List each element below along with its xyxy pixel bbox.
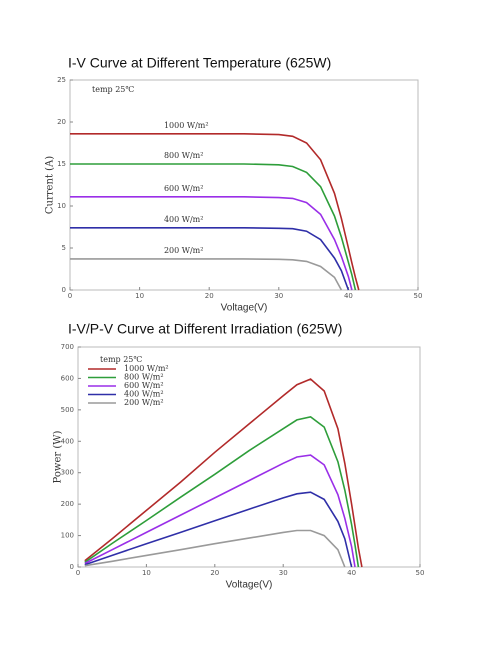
legend-label: 400 W/m² (124, 390, 164, 399)
series-label: 1000 W/m² (164, 121, 209, 130)
annotation: temp 25℃ (92, 85, 134, 94)
y-tick-label: 700 (61, 343, 74, 351)
series-label: 800 W/m² (164, 151, 204, 160)
series-label: 200 W/m² (164, 246, 204, 255)
legend-label: 1000 W/m² (124, 364, 169, 373)
x-tick-label: 0 (76, 569, 80, 577)
x-tick-label: 10 (135, 292, 144, 300)
y-tick-label: 20 (57, 118, 66, 126)
y-tick-label: 5 (62, 244, 66, 252)
curve (70, 133, 360, 291)
annotation: temp 25℃ (100, 355, 142, 364)
y-axis-label: Power (W) (53, 430, 64, 483)
y-tick-label: 0 (62, 286, 66, 294)
curve (84, 529, 346, 568)
curve (84, 378, 363, 568)
chart-title: I-V/P-V Curve at Different Irradiation (… (68, 321, 342, 337)
chart-title: I-V Curve at Different Temperature (625W… (68, 55, 331, 71)
series-label: 600 W/m² (164, 184, 204, 193)
y-tick-label: 0 (70, 563, 74, 571)
x-axis-label: Voltage(V) (221, 303, 268, 314)
y-tick-label: 600 (61, 374, 74, 382)
x-tick-label: 50 (414, 292, 423, 300)
y-axis-label: Current (A) (45, 156, 56, 214)
x-tick-label: 40 (347, 569, 356, 577)
y-tick-label: 400 (61, 437, 74, 445)
y-tick-label: 200 (61, 500, 74, 508)
x-tick-label: 40 (344, 292, 353, 300)
y-tick-label: 100 (61, 532, 74, 540)
legend-label: 800 W/m² (124, 373, 164, 382)
y-tick-label: 15 (57, 160, 66, 168)
series-label: 400 W/m² (164, 215, 204, 224)
x-tick-label: 30 (274, 292, 283, 300)
x-axis-label: Voltage(V) (226, 580, 273, 591)
x-tick-label: 20 (205, 292, 214, 300)
curve (84, 415, 360, 568)
curve (84, 491, 353, 568)
curve (70, 227, 350, 291)
plot-frame (77, 346, 421, 568)
y-tick-label: 10 (57, 202, 66, 210)
y-tick-label: 25 (57, 76, 66, 84)
legend-label: 200 W/m² (124, 398, 164, 407)
y-tick-label: 300 (61, 469, 74, 477)
legend-label: 600 W/m² (124, 381, 164, 390)
curve (84, 454, 356, 568)
x-tick-label: 30 (279, 569, 288, 577)
x-tick-label: 10 (142, 569, 151, 577)
y-tick-label: 500 (61, 406, 74, 414)
plot-frame (69, 79, 419, 291)
x-tick-label: 20 (210, 569, 219, 577)
curve (70, 196, 353, 291)
curve (70, 258, 343, 291)
x-tick-label: 0 (68, 292, 72, 300)
x-tick-label: 50 (416, 569, 425, 577)
curve (70, 163, 357, 291)
